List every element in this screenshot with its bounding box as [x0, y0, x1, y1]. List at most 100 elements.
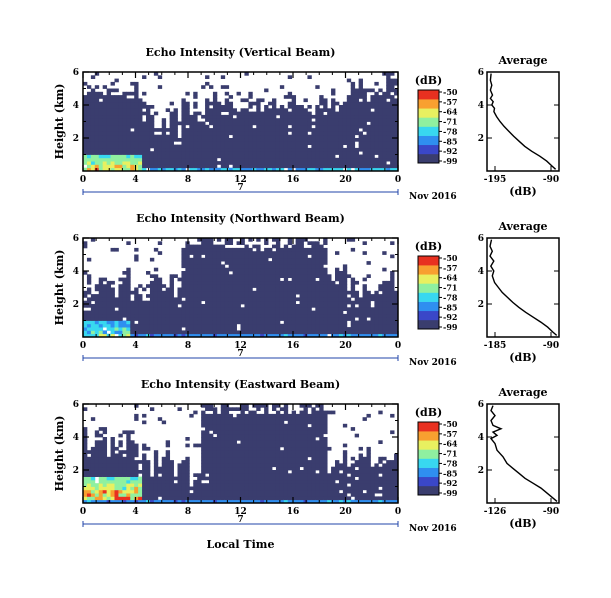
- heatmap-cell: [378, 147, 383, 152]
- heatmap-cell: [216, 267, 222, 272]
- heatmap-cell: [189, 157, 194, 162]
- heatmap-cell: [181, 251, 186, 255]
- heatmap-cell: [248, 114, 253, 119]
- heatmap-cell: [157, 307, 163, 311]
- heatmap-cell: [169, 300, 174, 305]
- heatmap-cell: [232, 479, 237, 484]
- heatmap-cell: [110, 287, 115, 292]
- heatmap-cell: [110, 147, 115, 152]
- heatmap-cell: [209, 453, 214, 458]
- heatmap-cell: [279, 141, 285, 145]
- heatmap-cell: [205, 131, 210, 136]
- heatmap-cell: [201, 251, 206, 255]
- heatmap-cell: [283, 330, 289, 335]
- heatmap-cell: [319, 267, 324, 272]
- heatmap-cell: [323, 320, 328, 325]
- heatmap-cell: [201, 114, 206, 119]
- heatmap-cell: [295, 473, 300, 477]
- heatmap-cell: [287, 75, 293, 79]
- heatmap-cell: [209, 267, 214, 272]
- heatmap-cell: [209, 134, 214, 139]
- heatmap-cell: [342, 280, 348, 285]
- heatmap-cell: [216, 423, 222, 428]
- heatmap-cell: [102, 486, 108, 491]
- heatmap-cell: [315, 118, 320, 122]
- heatmap-cell: [209, 161, 214, 165]
- heatmap-cell: [193, 290, 198, 295]
- heatmap-cell: [378, 327, 383, 331]
- heatmap-cell: [220, 290, 226, 295]
- heatmap-cell: [185, 437, 190, 441]
- heatmap-cell: [169, 499, 174, 504]
- heatmap-cell: [279, 499, 285, 504]
- heatmap-cell: [311, 261, 316, 265]
- heatmap-cell: [319, 466, 324, 471]
- heatmap-cell: [197, 164, 202, 169]
- heatmap-cell: [279, 114, 285, 119]
- heatmap-cell: [244, 138, 249, 142]
- heatmap-cell: [327, 167, 332, 172]
- heatmap-cell: [130, 333, 135, 338]
- heatmap-cell: [110, 300, 115, 305]
- heatmap-cell: [224, 473, 230, 477]
- heatmap-cell: [358, 327, 363, 331]
- heatmap-cell: [279, 333, 285, 338]
- heatmap-cell: [220, 327, 226, 331]
- heatmap-cell: [102, 313, 108, 318]
- heatmap-cell: [338, 157, 344, 162]
- heatmap-cell: [264, 410, 269, 415]
- heatmap-cell: [142, 307, 147, 311]
- heatmap-cell: [256, 98, 261, 103]
- heatmap-cell: [212, 460, 218, 464]
- heatmap-cell: [338, 320, 344, 325]
- heatmap-cell: [216, 261, 222, 265]
- heatmap-cell: [342, 161, 348, 165]
- heatmap-cell: [193, 294, 198, 298]
- heatmap-cell: [303, 261, 308, 265]
- heatmap-cell: [220, 157, 226, 162]
- heatmap-cell: [315, 267, 320, 272]
- heatmap-cell: [260, 304, 265, 308]
- heatmap-cell: [240, 141, 245, 145]
- heatmap-cell: [83, 320, 88, 325]
- heatmap-cell: [118, 489, 123, 494]
- heatmap-cell: [240, 443, 245, 448]
- heatmap-cell: [201, 121, 206, 126]
- heatmap-cell: [90, 304, 96, 308]
- heatmap-cell: [193, 313, 198, 318]
- heatmap-cell: [323, 254, 328, 259]
- heatmap-cell: [315, 410, 320, 415]
- heatmap-cell: [303, 264, 308, 269]
- heatmap-cell: [153, 486, 159, 491]
- heatmap-cell: [205, 254, 210, 259]
- heatmap-cell: [244, 404, 249, 408]
- heatmap-cell: [299, 128, 304, 132]
- heatmap-cell: [248, 95, 253, 99]
- heatmap-cell: [287, 267, 293, 272]
- heatmap-cell: [291, 111, 297, 116]
- heatmap-cell: [197, 111, 202, 116]
- heatmap-cell: [295, 486, 300, 491]
- heatmap-cell: [295, 476, 300, 481]
- heatmap-cell: [319, 456, 324, 461]
- heatmap-cell: [370, 154, 375, 159]
- heatmap-cell: [197, 238, 202, 242]
- heatmap-cell: [161, 141, 167, 145]
- heatmap-cell: [295, 463, 300, 468]
- heatmap-cell: [260, 300, 265, 305]
- colorbar-tick-label: -99: [443, 322, 458, 332]
- heatmap-cell: [181, 157, 186, 162]
- heatmap-cell: [354, 118, 360, 122]
- heatmap-cell: [291, 247, 297, 252]
- heatmap-cell: [138, 98, 143, 103]
- heatmap-cell: [386, 95, 391, 99]
- heatmap-cell: [307, 141, 312, 145]
- heatmap-cell: [90, 330, 96, 335]
- heatmap-cell: [327, 108, 332, 112]
- heatmap-cell: [98, 144, 104, 149]
- heatmap-cell: [327, 121, 332, 126]
- heatmap-cell: [362, 111, 367, 116]
- heatmap-cell: [157, 466, 163, 471]
- heatmap-cell: [327, 128, 332, 132]
- heatmap-cell: [83, 456, 88, 461]
